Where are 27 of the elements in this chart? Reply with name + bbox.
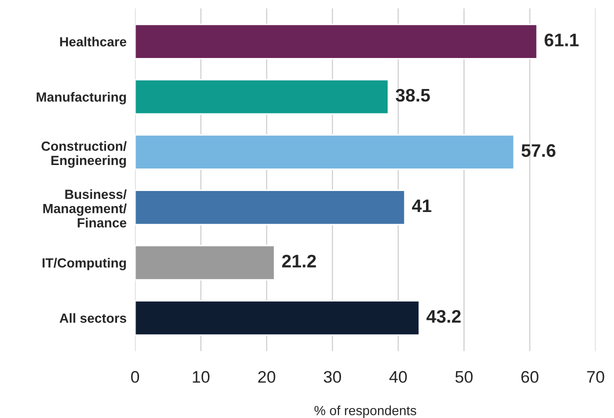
y-tick-label: IT/Computing xyxy=(42,258,126,270)
x-axis-title: % of respondents xyxy=(314,406,416,418)
y-tick-label: Business/ Management/ Finance xyxy=(43,189,127,228)
bar xyxy=(135,300,420,336)
x-tick-label: 50 xyxy=(455,371,473,383)
x-tick-label: 0 xyxy=(131,371,140,383)
y-tick-label: All sectors xyxy=(60,313,126,323)
data-label: 43.2 xyxy=(426,310,461,323)
bar xyxy=(135,78,390,115)
data-label: 21.2 xyxy=(282,254,316,268)
x-tick-label: 20 xyxy=(258,371,276,383)
x-tick-label: 40 xyxy=(389,371,407,383)
x-tick-label: 60 xyxy=(521,371,538,383)
y-tick-label: Manufacturing xyxy=(36,92,126,104)
y-tick-label: Healthcare xyxy=(60,36,126,46)
x-tick-label: 30 xyxy=(324,371,342,383)
data-label: 38.5 xyxy=(396,88,430,102)
data-label: 57.6 xyxy=(522,144,556,157)
y-tick-label: Construction/ Engineering xyxy=(42,141,127,168)
x-tick-label: 10 xyxy=(192,371,210,383)
bar xyxy=(135,134,515,170)
bar xyxy=(135,244,276,280)
data-label: 41 xyxy=(412,200,432,212)
x-tick-label: 70 xyxy=(587,371,604,383)
data-label: 61.1 xyxy=(544,34,579,46)
bar xyxy=(135,190,406,226)
bar xyxy=(135,24,538,60)
